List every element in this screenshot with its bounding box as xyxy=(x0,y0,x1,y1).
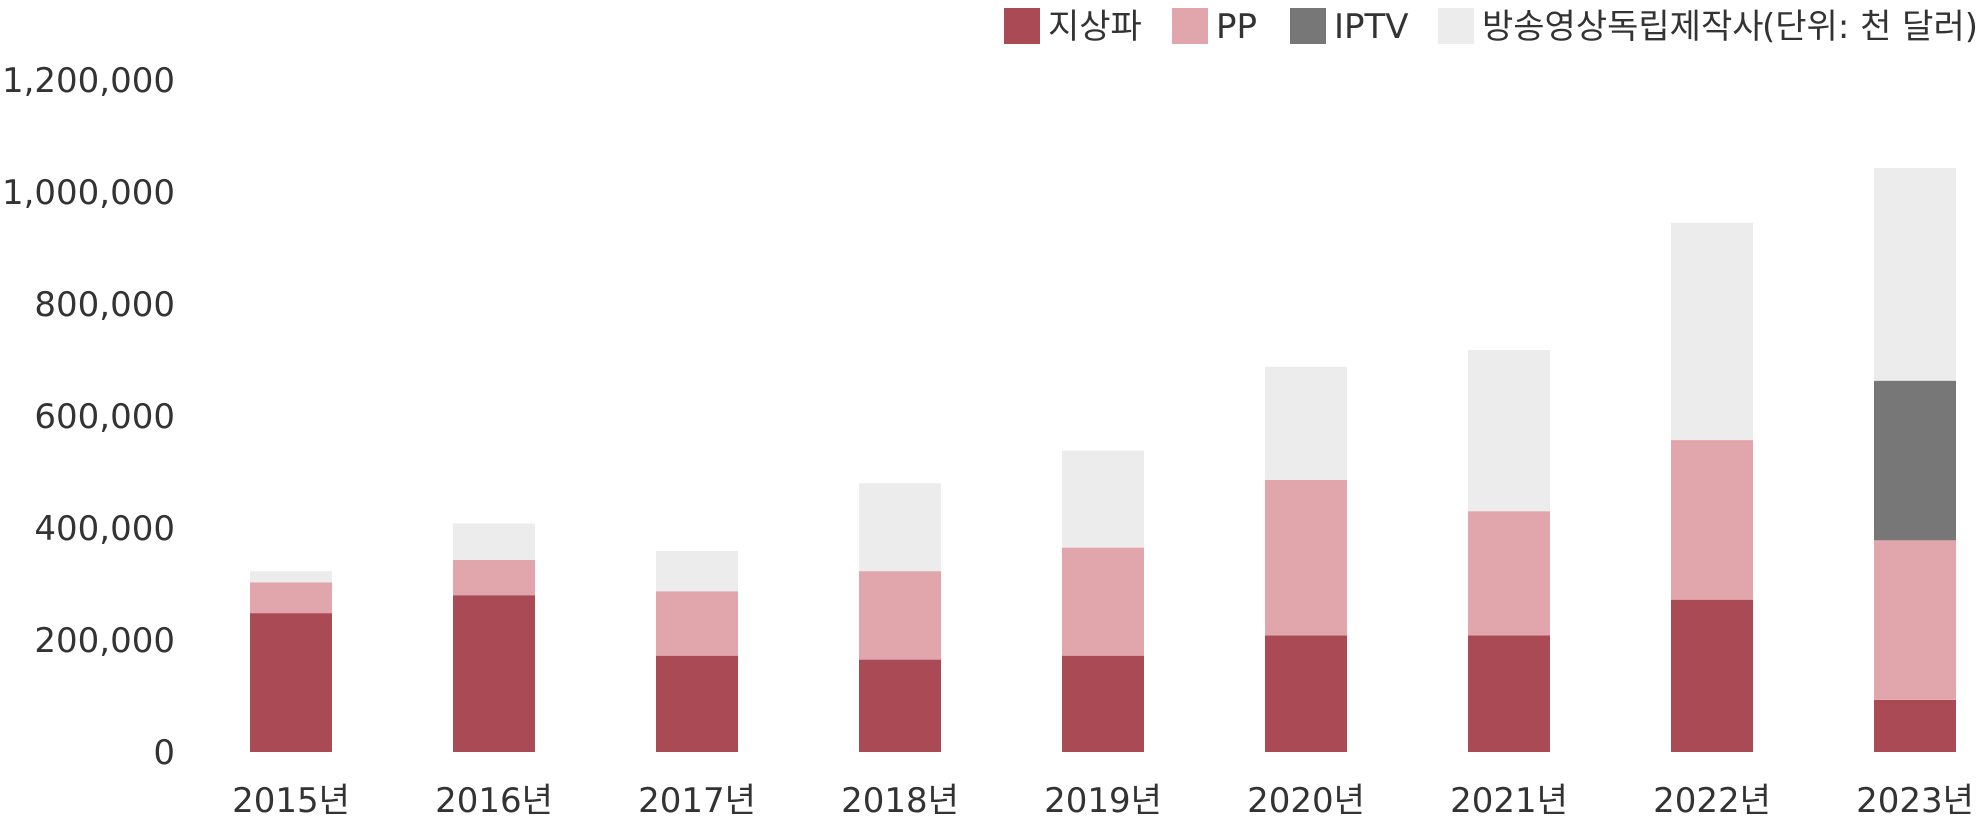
bar-segment xyxy=(859,659,941,752)
unit-label: (단위: 천 달러) xyxy=(1762,7,1978,47)
bar-segment xyxy=(453,595,535,752)
bar-segment xyxy=(1265,479,1347,636)
bar-segment xyxy=(1468,635,1550,752)
bar-segment xyxy=(1468,511,1550,636)
bar-segment xyxy=(656,655,738,752)
x-tick-label: 2019년 xyxy=(1044,781,1162,820)
legend-label: PP xyxy=(1216,7,1257,47)
y-tick-label: 0 xyxy=(153,733,175,773)
bar-segment xyxy=(1874,540,1956,700)
y-tick-label: 800,000 xyxy=(34,285,175,325)
x-tick-label: 2018년 xyxy=(841,781,959,820)
bar-segment xyxy=(453,559,535,596)
legend-label: 방송영상독립제작사 xyxy=(1482,7,1764,47)
x-tick-label: 2022년 xyxy=(1653,781,1771,820)
y-tick-label: 600,000 xyxy=(34,397,175,437)
x-tick-label: 2023년 xyxy=(1856,781,1974,820)
bar-segment xyxy=(1468,349,1550,512)
bar-segment xyxy=(1265,366,1347,480)
bar-segment xyxy=(1874,699,1956,752)
bar-segment xyxy=(250,582,332,614)
legend-label: 지상파 xyxy=(1048,7,1142,47)
legend-label: IPTV xyxy=(1334,7,1409,47)
x-tick-label: 2021년 xyxy=(1450,781,1568,820)
legend-swatch xyxy=(1438,8,1474,44)
bar-segment xyxy=(1671,440,1753,600)
bar-segment xyxy=(859,483,941,572)
x-tick-label: 2020년 xyxy=(1247,781,1365,820)
bar-segment xyxy=(1874,167,1956,381)
legend-swatch xyxy=(1004,8,1040,44)
bar-segment xyxy=(453,523,535,560)
bar-segment xyxy=(250,613,332,752)
x-axis-ticks: 2015년 2016년 2017년 2018년 2019년 2020년 2021년 2022년… xyxy=(232,781,1974,820)
bar-segment xyxy=(656,550,738,592)
y-tick-label: 1,200,000 xyxy=(2,61,175,101)
bars xyxy=(250,167,1956,752)
legend: 지상파 PP IPTV 방송영상독립제작사 xyxy=(1004,7,1764,47)
bar-segment xyxy=(1265,635,1347,752)
y-tick-label: 200,000 xyxy=(34,621,175,661)
bar-segment xyxy=(1062,450,1144,548)
y-tick-label: 1,000,000 xyxy=(2,173,175,213)
legend-swatch xyxy=(1290,8,1326,44)
bar-segment xyxy=(1062,547,1144,656)
bar-segment xyxy=(859,571,941,660)
x-tick-label: 2017년 xyxy=(638,781,756,820)
bar-segment xyxy=(250,571,332,583)
legend-swatch xyxy=(1172,8,1208,44)
x-tick-label: 2015년 xyxy=(232,781,350,820)
bar-segment xyxy=(1671,599,1753,752)
y-tick-label: 400,000 xyxy=(34,509,175,549)
bar-segment xyxy=(1062,655,1144,752)
x-tick-label: 2016년 xyxy=(435,781,553,820)
bar-segment xyxy=(1874,380,1956,541)
y-axis-ticks: 1,200,000 1,000,000 800,000 600,000 400,000 2… xyxy=(2,61,175,773)
bar-segment xyxy=(1671,222,1753,441)
bar-segment xyxy=(656,591,738,656)
